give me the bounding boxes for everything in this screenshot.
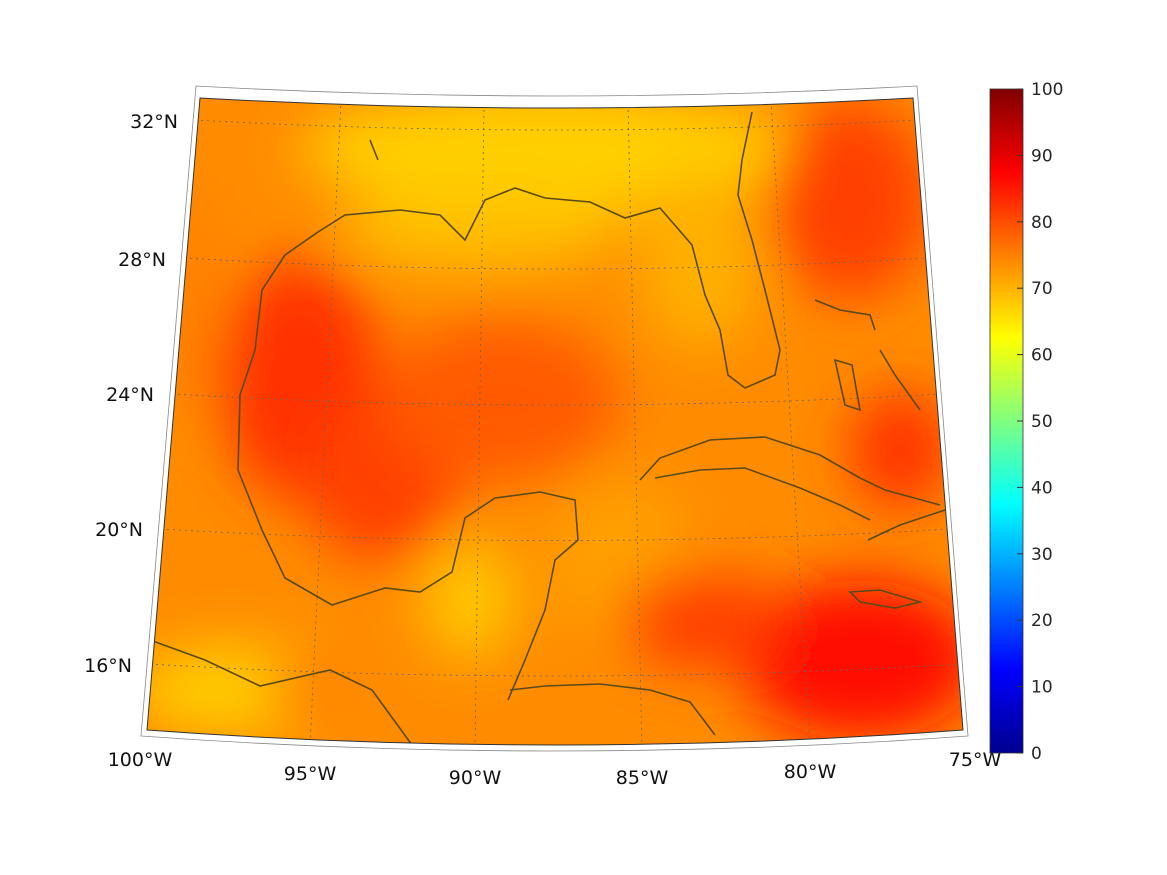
- lon-label: 75°W: [949, 749, 1002, 771]
- colorbar-tick-label: 60: [1031, 346, 1053, 366]
- lat-label: 24°N: [106, 384, 154, 406]
- coastlines: [149, 111, 946, 745]
- lat-label: 28°N: [118, 249, 166, 271]
- lon-labels: 100°W 95°W 90°W 85°W 80°W 75°W: [108, 749, 1002, 789]
- colorbar-tick-label: 10: [1031, 678, 1053, 698]
- lon-label: 100°W: [108, 749, 173, 771]
- lon-label: 90°W: [449, 767, 502, 789]
- lat-label: 20°N: [95, 519, 143, 541]
- data-field: [147, 98, 963, 745]
- lon-label: 80°W: [784, 761, 837, 783]
- lat-label: 32°N: [130, 111, 178, 133]
- colorbar-tick-label: 40: [1031, 478, 1053, 498]
- colorbar-tick-label: 20: [1031, 611, 1053, 631]
- colorbar: 0 10 20 30 40 50 60 70 80 90 100: [989, 80, 1063, 764]
- colorbar-tick-label: 90: [1031, 146, 1053, 166]
- lat-label: 16°N: [84, 655, 132, 677]
- graticule: [149, 99, 963, 745]
- colorbar-tick-label: 0: [1031, 744, 1042, 764]
- map-frame: [140, 85, 969, 752]
- lat-labels: 32°N 28°N 24°N 20°N 16°N: [84, 111, 178, 677]
- colorbar-tick-label: 100: [1031, 80, 1063, 100]
- lon-label: 85°W: [616, 767, 669, 789]
- colorbar-tick-label: 70: [1031, 279, 1053, 299]
- colorbar-tick-label: 30: [1031, 545, 1053, 565]
- colorbar-tick-label: 80: [1031, 213, 1053, 233]
- colorbar-tick-label: 50: [1031, 412, 1053, 432]
- lon-label: 95°W: [284, 763, 337, 785]
